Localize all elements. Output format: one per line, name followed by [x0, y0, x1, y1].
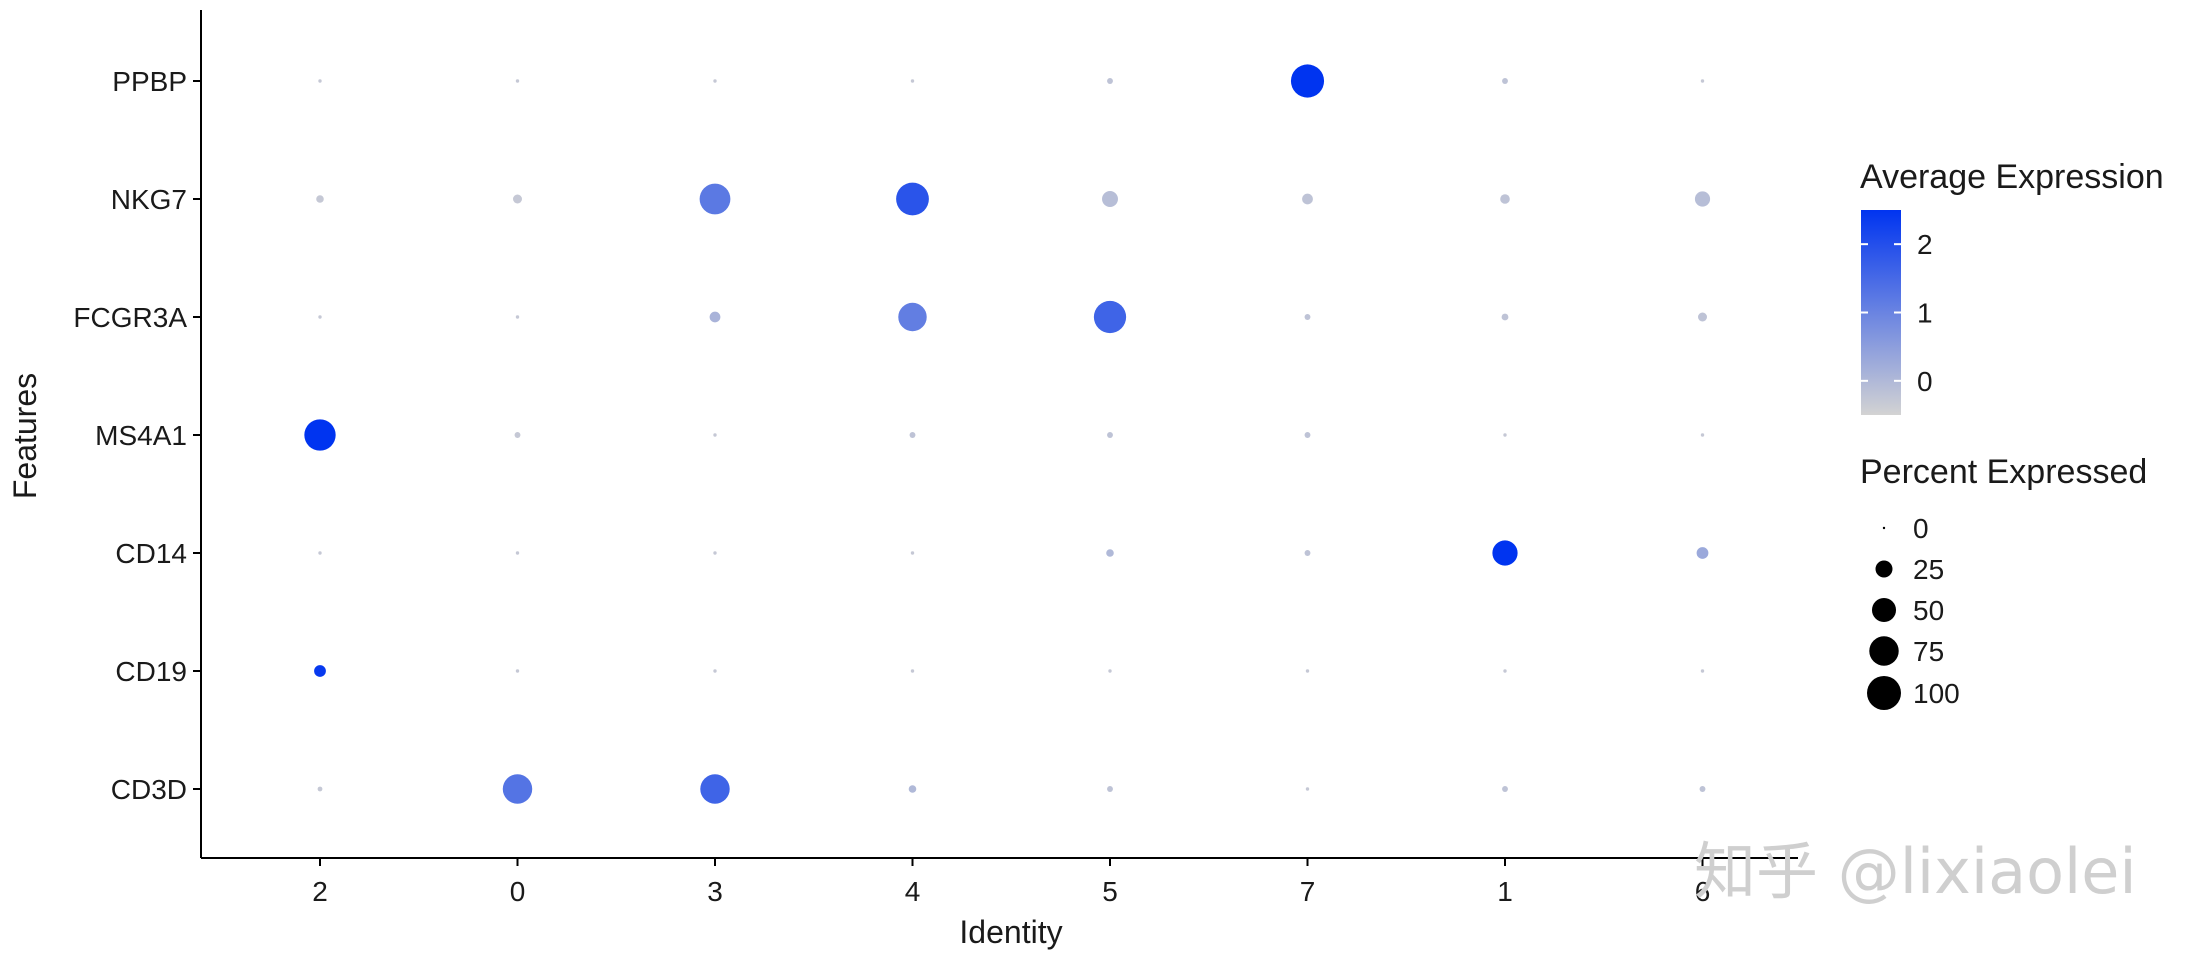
size-legend-label: 100	[1913, 678, 1960, 709]
y-tick-label: CD19	[115, 656, 187, 687]
x-tick-label: 4	[905, 876, 921, 907]
size-legend-dot	[1875, 560, 1893, 578]
dot-cd14-4	[910, 551, 915, 555]
dot-cd14-5	[1106, 549, 1114, 557]
dot-cd3d-7	[1305, 787, 1310, 791]
y-tick-label: FCGR3A	[73, 302, 187, 333]
dot-fcgr3a-3	[709, 311, 721, 323]
dot-ppbp-1	[1502, 78, 1508, 84]
color-legend-title: Average Expression	[1860, 158, 2164, 196]
dot-nkg7-5	[1102, 191, 1118, 207]
x-tick-label: 5	[1102, 876, 1118, 907]
size-legend-label: 75	[1913, 636, 1944, 667]
dot-cd14-2	[318, 551, 322, 555]
dot-cd19-1	[1503, 669, 1507, 673]
dot-ms4a1-7	[1304, 432, 1311, 438]
dot-ms4a1-4	[909, 432, 916, 438]
dot-cd3d-0	[502, 774, 533, 804]
dot-ms4a1-3	[713, 433, 717, 437]
dot-ppbp-3	[713, 79, 717, 83]
dot-ppbp-2	[318, 79, 322, 83]
y-axis-ticks: CD3D CD19 CD14 MS4A1 FCGR3A NKG7 PPBP	[73, 66, 201, 805]
x-tick-label: 3	[707, 876, 723, 907]
color-legend-label: 0	[1917, 366, 1933, 397]
dot-cd3d-3	[700, 774, 730, 804]
data-points	[304, 64, 1711, 804]
dot-nkg7-0	[513, 194, 522, 204]
dot-nkg7-1	[1500, 194, 1510, 204]
dot-ms4a1-0	[514, 432, 521, 438]
color-legend-ticks: 2 1 0	[1861, 229, 1933, 397]
dot-ppbp-6	[1700, 79, 1705, 83]
dot-ppbp-4	[910, 79, 915, 83]
dot-ppbp-7	[1290, 64, 1325, 98]
dot-cd19-0	[515, 669, 520, 673]
dot-nkg7-3	[699, 183, 731, 215]
x-tick-label: 2	[312, 876, 328, 907]
dot-cd14-1	[1492, 540, 1518, 566]
dot-nkg7-2	[316, 195, 324, 203]
dot-nkg7-4	[896, 182, 929, 216]
dot-fcgr3a-0	[515, 315, 520, 319]
color-legend-label: 1	[1917, 298, 1933, 329]
size-legend-title: Percent Expressed	[1860, 453, 2147, 491]
dot-cd19-2	[314, 665, 326, 677]
dot-ppbp-0	[515, 79, 520, 83]
dot-cd14-3	[713, 551, 717, 555]
x-axis-title: Identity	[959, 914, 1062, 950]
dot-cd19-4	[910, 669, 915, 673]
dot-fcgr3a-7	[1304, 314, 1311, 320]
x-tick-label: 1	[1497, 876, 1513, 907]
x-axis-ticks: 2 0 3 4 5 7 1 6	[312, 858, 1710, 907]
size-legend-items: 0 25 50 75 100	[1867, 513, 1960, 710]
dot-cd3d-6	[1699, 786, 1706, 792]
size-legend-dot	[1882, 526, 1886, 530]
size-legend-label: 50	[1913, 595, 1944, 626]
x-tick-label: 0	[510, 876, 526, 907]
dot-cd3d-2	[317, 786, 323, 792]
y-tick-label: PPBP	[112, 66, 187, 97]
dot-cd3d-5	[1107, 786, 1113, 792]
watermark-text: 知乎 @lixiaolei	[1694, 835, 2137, 908]
color-legend-label: 2	[1917, 229, 1933, 260]
y-axis-title: Features	[7, 373, 43, 499]
dot-cd19-6	[1700, 669, 1705, 673]
dot-fcgr3a-2	[318, 315, 322, 319]
dot-cd19-3	[713, 669, 717, 673]
dot-ms4a1-5	[1107, 432, 1113, 438]
size-legend-dot	[1869, 636, 1899, 666]
dot-ppbp-5	[1107, 78, 1113, 84]
dot-ms4a1-6	[1700, 433, 1705, 437]
dot-cd14-0	[515, 551, 520, 555]
dot-cd14-6	[1696, 547, 1709, 559]
dot-fcgr3a-1	[1501, 313, 1509, 321]
x-tick-label: 7	[1300, 876, 1316, 907]
size-legend: Percent Expressed 0 25 50 75 100	[1860, 453, 2147, 710]
y-tick-label: NKG7	[111, 184, 187, 215]
dot-cd3d-4	[908, 785, 917, 793]
dot-fcgr3a-6	[1698, 312, 1707, 322]
x-tick-label: 6	[1695, 876, 1711, 907]
dot-cd14-7	[1304, 550, 1311, 556]
dot-fcgr3a-4	[898, 302, 927, 332]
dot-fcgr3a-5	[1093, 300, 1127, 334]
dot-cd19-7	[1305, 669, 1310, 673]
y-tick-label: CD14	[115, 538, 187, 569]
dot-ms4a1-2	[304, 419, 336, 451]
dot-cd3d-1	[1502, 786, 1508, 792]
dot-nkg7-6	[1694, 191, 1711, 207]
size-legend-label: 0	[1913, 513, 1929, 544]
dot-nkg7-7	[1302, 193, 1313, 205]
y-tick-label: MS4A1	[95, 420, 187, 451]
size-legend-label: 25	[1913, 554, 1944, 585]
dot-cd19-5	[1108, 669, 1112, 673]
size-legend-dot	[1867, 676, 1901, 710]
y-tick-label: CD3D	[111, 774, 187, 805]
size-legend-dot	[1871, 597, 1897, 623]
color-legend: Average Expression 2 1 0	[1860, 158, 2164, 415]
dot-ms4a1-1	[1503, 433, 1507, 437]
